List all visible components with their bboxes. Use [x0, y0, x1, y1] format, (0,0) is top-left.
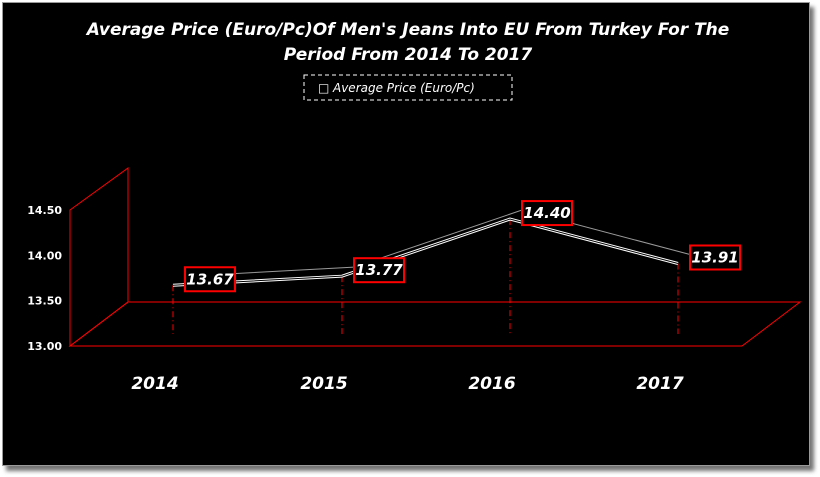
chart-title-line1: Average Price (Euro/Pc)Of Men's Jeans In… — [85, 20, 730, 40]
legend-box — [303, 74, 513, 101]
series-line — [172, 209, 691, 287]
data-label: 13.77 — [355, 261, 403, 279]
y-tick-label: 13.00 — [27, 340, 62, 353]
drop-lines — [172, 219, 679, 334]
data-label: 13.67 — [186, 270, 234, 288]
chart-title-line2: Period From 2014 To 2017 — [284, 45, 533, 65]
x-tick-label: 2014 — [131, 374, 178, 394]
series-line-back — [184, 209, 691, 277]
series-line-core — [172, 218, 679, 286]
y-tick-label: 14.00 — [27, 249, 62, 262]
x-tick-label: 2016 — [468, 374, 515, 394]
data-label-box — [353, 257, 405, 284]
y-tick-label: 14.50 — [27, 204, 62, 217]
series-line-front — [172, 217, 679, 287]
axes-3d — [68, 167, 802, 348]
x-axis-ticks: 2014 2015 2016 2017 — [131, 374, 683, 394]
floor — [68, 301, 802, 347]
data-labels: 13.67 13.77 14.40 13.91 — [184, 200, 741, 293]
data-label: 13.91 — [691, 248, 738, 266]
legend-marker: □ — [318, 81, 329, 95]
y-tick-label: 13.50 — [27, 295, 62, 308]
legend-label: Average Price (Euro/Pc) — [332, 81, 475, 95]
legend: □ Average Price (Euro/Pc) — [303, 74, 513, 101]
back-wall — [69, 167, 129, 348]
chart-frame — [2, 2, 810, 466]
data-label: 14.40 — [523, 204, 570, 222]
x-tick-label: 2015 — [300, 374, 347, 394]
data-label-box — [184, 266, 236, 293]
data-label-box — [521, 200, 573, 227]
x-tick-label: 2017 — [636, 374, 683, 394]
y-axis-ticks: 13.00 13.50 14.00 14.50 — [27, 204, 62, 353]
data-label-box — [689, 244, 741, 271]
